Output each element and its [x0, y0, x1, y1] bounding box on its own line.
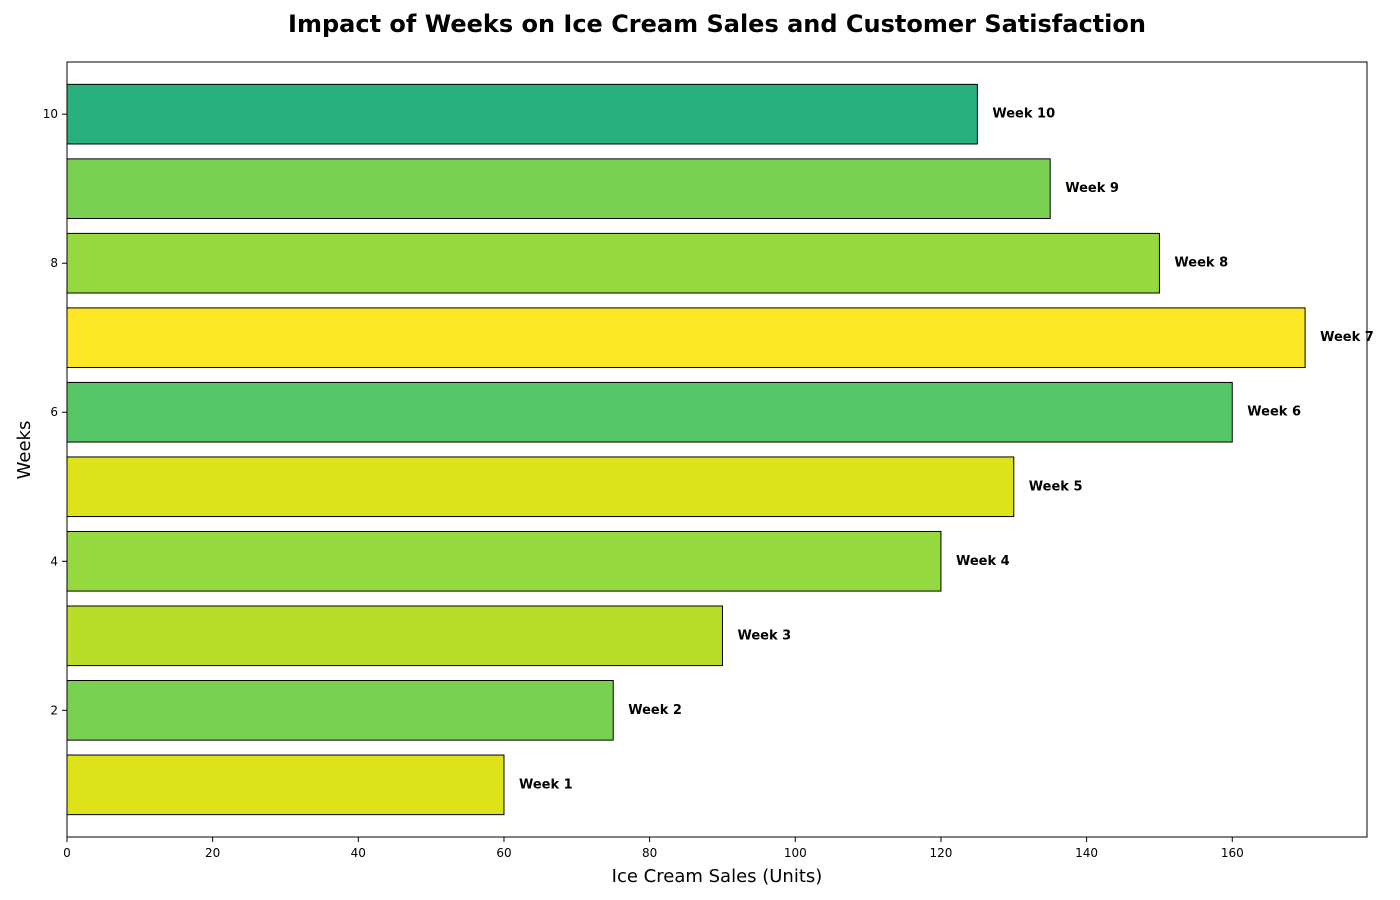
x-tick-label-0: 0: [63, 846, 71, 860]
x-tick-label-80: 80: [642, 846, 657, 860]
x-tick-label-160: 160: [1221, 846, 1244, 860]
data-label-week-6: Week 6: [1247, 405, 1301, 420]
bars-layer: [66, 83, 1306, 816]
x-tick-label-20: 20: [205, 846, 220, 860]
data-label-week-9: Week 9: [1065, 181, 1119, 196]
x-tick-label-100: 100: [784, 846, 807, 860]
data-label-week-5: Week 5: [1029, 479, 1083, 494]
data-label-week-7: Week 7: [1320, 330, 1374, 345]
data-labels-layer: Week 1 Week 2 Week 3 Week 4 Week 5 Week 6 Week…: [519, 107, 1374, 793]
y-tick-label-6: 6: [50, 405, 58, 419]
data-label-week-4: Week 4: [956, 554, 1010, 569]
bar-week-9: [66, 158, 1051, 219]
bar-week-2: [66, 680, 614, 741]
x-axis-label: Ice Cream Sales (Units): [612, 866, 823, 887]
plot-frame: [66, 61, 1368, 838]
y-tick-label-8: 8: [50, 256, 58, 270]
x-tick-label-60: 60: [496, 846, 511, 860]
data-label-week-2: Week 2: [628, 703, 682, 718]
x-tick-label-40: 40: [351, 846, 366, 860]
y-axis-label: Weeks: [14, 421, 35, 480]
chart-title: Impact of Weeks on Ice Cream Sales and C…: [288, 10, 1146, 38]
y-tick-label-10: 10: [43, 107, 58, 121]
data-label-week-10: Week 10: [992, 107, 1055, 122]
x-axis-ticks: 0 20 40 60 80 100 120 140 160: [63, 837, 1244, 860]
bar-week-5: [66, 456, 1015, 518]
bar-week-10: [66, 83, 978, 145]
x-tick-label-120: 120: [929, 846, 952, 860]
data-label-week-1: Week 1: [519, 777, 573, 792]
bar-week-8: [66, 232, 1160, 294]
bar-week-7: [66, 307, 1306, 369]
data-label-week-8: Week 8: [1174, 256, 1228, 271]
bar-week-4: [66, 530, 942, 592]
y-tick-label-4: 4: [50, 554, 58, 568]
bar-week-1: [66, 754, 505, 816]
data-label-week-3: Week 3: [737, 628, 791, 643]
bar-week-3: [66, 605, 723, 667]
y-tick-label-2: 2: [50, 703, 58, 717]
bar-week-6: [66, 381, 1233, 443]
x-tick-label-140: 140: [1075, 846, 1098, 860]
y-axis-ticks: 2 4 6 8 10: [43, 107, 67, 717]
